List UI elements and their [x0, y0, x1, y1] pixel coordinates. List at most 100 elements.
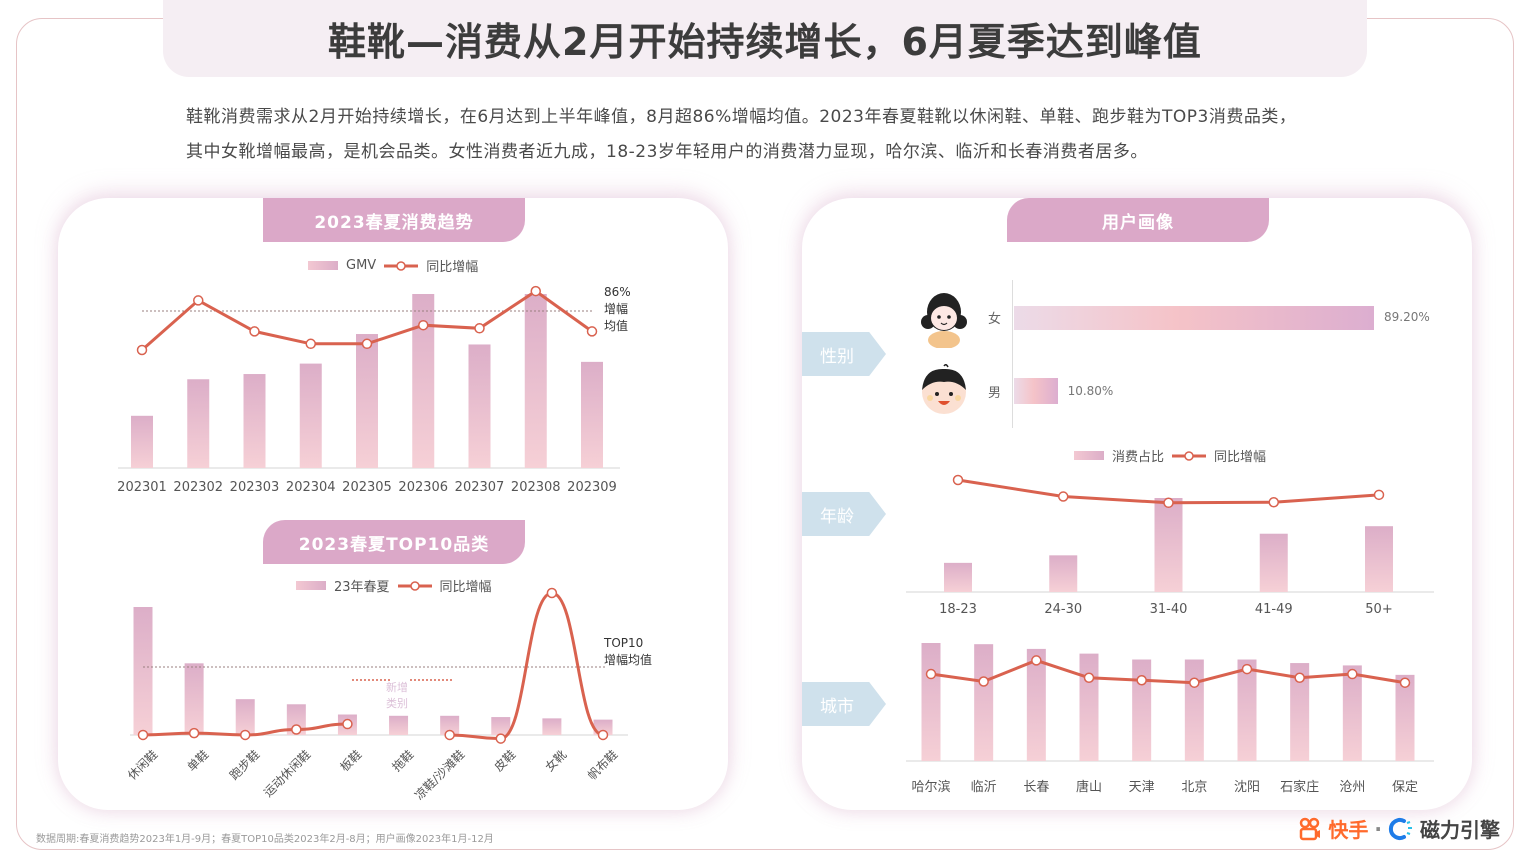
bar — [243, 374, 266, 468]
line-legend-icon — [384, 260, 419, 271]
data-period-footnote: 数据周期:春夏消费趋势2023年1月-9月；春夏TOP10品类2023年2月-8… — [36, 834, 494, 845]
summary-text: 鞋靴消费需求从2月开始持续增长，在6月达到上半年峰值，8月超86%增幅均值。20… — [186, 100, 1356, 170]
bar — [921, 643, 941, 761]
brand-cili: 磁力引擎 — [1420, 818, 1500, 842]
brand-separator: · — [1374, 816, 1382, 841]
trend-legend: GMV 同比增幅 — [308, 256, 478, 275]
male-value: 10.80% — [1067, 384, 1114, 398]
bar — [412, 294, 435, 468]
kuaishou-logo-icon — [1300, 817, 1321, 840]
male-bar — [1014, 378, 1058, 404]
bar — [1079, 653, 1099, 761]
bar — [389, 715, 409, 735]
male-label: 男 — [988, 386, 1002, 401]
top10-chart — [130, 587, 628, 744]
bar — [1237, 659, 1257, 761]
female-bar — [1014, 306, 1374, 330]
gender-axis — [1012, 280, 1013, 428]
left-panel: 2023春夏消费趋势 GMV 同比增幅 86% 增幅 均值 202301 202302… — [58, 198, 728, 810]
bar — [1259, 533, 1288, 592]
x-axis-label: 18-23 — [939, 602, 977, 617]
x-axis-label: 长春 — [1023, 780, 1050, 795]
bar — [1290, 663, 1310, 761]
legend-23-spring-summer: 23年春夏 — [334, 580, 390, 595]
x-axis-label: 202302 — [173, 480, 224, 495]
line-legend-icon — [1172, 450, 1207, 461]
top10-legend: 23年春夏 同比增幅 — [296, 576, 492, 595]
x-axis-label: 202305 — [342, 480, 392, 495]
trend-reference-label: 86% 增幅 均值 — [604, 285, 631, 333]
x-axis-label: 202307 — [454, 480, 505, 495]
bar — [1184, 659, 1204, 761]
top10-tab: 2023春夏TOP10品类 — [263, 520, 525, 564]
bar — [299, 363, 322, 468]
female-value: 89.20% — [1384, 310, 1430, 324]
x-axis-label: 石家庄 — [1280, 780, 1320, 795]
brand-logos: 快手 · 磁力引擎 — [1298, 814, 1500, 843]
x-axis-label: 临沂 — [970, 780, 997, 795]
female-avatar-icon — [921, 293, 967, 348]
bar — [1154, 498, 1183, 592]
x-axis-label: 北京 — [1181, 780, 1208, 795]
legend-gmv: GMV — [346, 258, 377, 273]
x-axis-label: 沈阳 — [1233, 780, 1261, 795]
female-label: 女 — [988, 312, 1002, 327]
bar — [491, 717, 511, 735]
x-axis-label: 唐山 — [1075, 780, 1103, 795]
x-axis-label: 哈尔滨 — [911, 780, 951, 795]
legend-spend-share: 消费占比 — [1112, 450, 1165, 465]
bar-legend-swatch — [1074, 451, 1104, 460]
page-title: 鞋靴—消费从2月开始持续增长，6月夏季达到峰值 — [328, 20, 1202, 64]
legend-yoy: 同比增幅 — [1214, 450, 1267, 465]
bar — [1395, 674, 1415, 761]
bar — [1342, 665, 1362, 761]
x-axis-label: 202308 — [510, 480, 561, 495]
cili-engine-logo-icon — [1388, 817, 1412, 840]
row-label-city: 城市 — [802, 682, 886, 726]
x-axis-label: 保定 — [1391, 780, 1419, 795]
user-profile-tab: 用户画像 — [1007, 198, 1269, 242]
bar — [356, 334, 378, 468]
x-axis-label: 202303 — [229, 480, 280, 495]
title-banner: 鞋靴—消费从2月开始持续增长，6月夏季达到峰值 — [163, 0, 1367, 77]
male-avatar-icon — [922, 364, 966, 414]
bar — [1365, 526, 1393, 592]
x-axis-label: 天津 — [1128, 780, 1155, 795]
bar — [235, 699, 255, 735]
new-category-annotation: 新增 类别 — [386, 681, 408, 710]
top10-reference-label: TOP10 增幅均值 — [604, 636, 653, 667]
bar — [184, 663, 204, 735]
bar — [542, 718, 562, 735]
right-panel: 用户画像 性别 年龄 城市 女 男 89.20% 10.80% 消费占比 同比增… — [802, 198, 1472, 810]
x-axis-label: 50+ — [1365, 602, 1393, 617]
summary-line-2: 其中女靴增幅最高，是机会品类。女性消费者近九成，18-23岁年轻用户的消费潜力显… — [186, 142, 1148, 162]
bar — [133, 607, 153, 735]
summary-line-1: 鞋靴消费需求从2月开始持续增长，在6月达到上半年峰值，8月超86%增幅均值。20… — [186, 107, 1297, 127]
row-label-age: 年龄 — [802, 492, 886, 536]
bar — [131, 415, 153, 468]
bar — [1049, 555, 1078, 592]
age-legend: 消费占比 同比增幅 — [1074, 446, 1266, 465]
trend-tab: 2023春夏消费趋势 — [263, 198, 525, 242]
bar-legend-swatch — [308, 261, 338, 270]
bar — [944, 562, 972, 592]
x-axis-label: 沧州 — [1339, 780, 1366, 795]
city-chart — [906, 643, 1434, 762]
x-axis-label: 202306 — [398, 480, 449, 495]
bar — [1132, 659, 1152, 761]
bar — [593, 719, 613, 735]
x-axis-label: 41-49 — [1254, 602, 1293, 617]
x-axis-label: 202304 — [285, 480, 336, 495]
bar — [524, 294, 547, 468]
bar — [581, 361, 603, 468]
x-axis-label: 24-30 — [1044, 602, 1083, 617]
bar — [1026, 648, 1046, 761]
bar — [974, 644, 994, 761]
age-chart — [906, 474, 1434, 593]
x-axis-label: 31-40 — [1149, 602, 1188, 617]
x-axis-label: 202309 — [567, 480, 617, 495]
line-legend-icon — [397, 580, 432, 591]
legend-yoy: 同比增幅 — [439, 580, 492, 595]
bar-legend-swatch — [296, 581, 326, 590]
brand-kuaishou: 快手 — [1328, 818, 1369, 842]
